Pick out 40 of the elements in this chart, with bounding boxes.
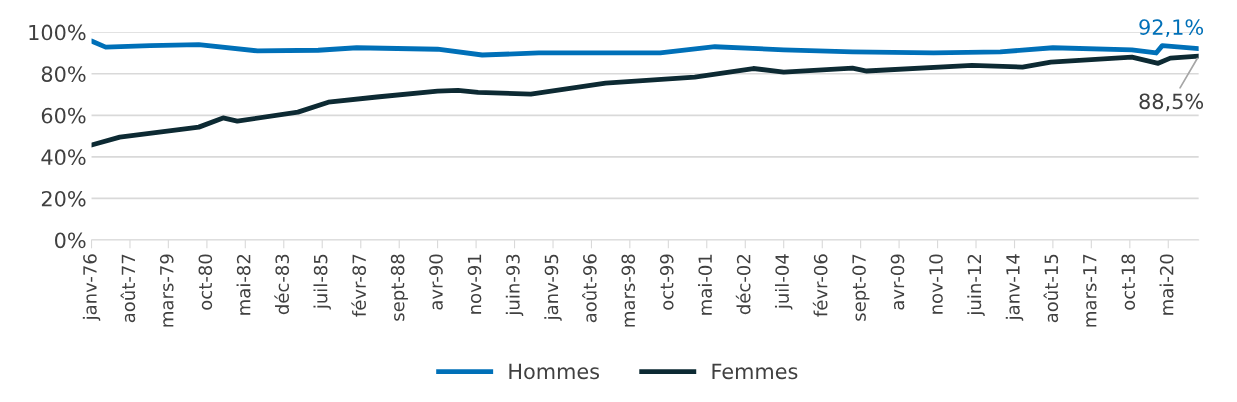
y-tick-label: 60% [41,107,86,124]
x-tick-label: mai-01 [698,254,713,315]
x-tick-label: mai-20 [1159,254,1174,315]
x-tick-label: févr-06 [812,254,828,317]
x-tick-label: avr-90 [429,254,443,310]
x-tick-label: févr-87 [351,254,367,317]
x-tick-label: nov-10 [929,254,943,314]
y-tick-label: 20% [41,190,86,207]
x-tick-label: mars-98 [621,254,636,327]
x-tick-label: mars-79 [159,254,174,327]
x-tick-label: mai-82 [236,255,251,315]
annotation: 92,1% [1139,19,1204,38]
x-tick-label: déc-83 [274,254,290,315]
x-tick-label: sept-88 [390,254,408,321]
x-tick-label: juin-12 [967,254,985,316]
x-tick-label: janv-95 [544,254,562,321]
legend-label: Femmes [712,363,798,380]
x-tick-label: oct-99 [659,254,674,310]
x-tick-label: nov-91 [467,254,482,314]
x-tick-label: sept-07 [852,254,870,321]
x-tick-label: juin-93 [505,254,524,316]
y-tick-label: 80% [41,66,86,82]
x-tick-label: août-77 [120,254,136,323]
x-tick-label: déc-02 [735,255,751,315]
y-tick-label: 0% [55,232,86,249]
x-tick-label: août-96 [582,254,597,323]
x-tick-label: janv-14 [1005,254,1024,321]
x-tick-label: mars-17 [1083,254,1097,327]
x-tick-label: avr-09 [890,254,905,310]
legend-label: Hommes [509,363,600,380]
x-tick-label: oct-80 [198,254,213,310]
x-tick-label: juil-85 [313,254,331,310]
line-series [91,38,1199,58]
x-tick-label: août-15 [1043,254,1059,323]
annotation: 88,5% [1139,93,1204,112]
x-tick-label: oct-18 [1121,254,1136,310]
y-tick-label: 40% [41,149,86,166]
y-tick-label: 100% [29,24,86,41]
x-tick-label: janv-76 [82,254,101,321]
x-tick-label: juil-04 [774,254,793,310]
